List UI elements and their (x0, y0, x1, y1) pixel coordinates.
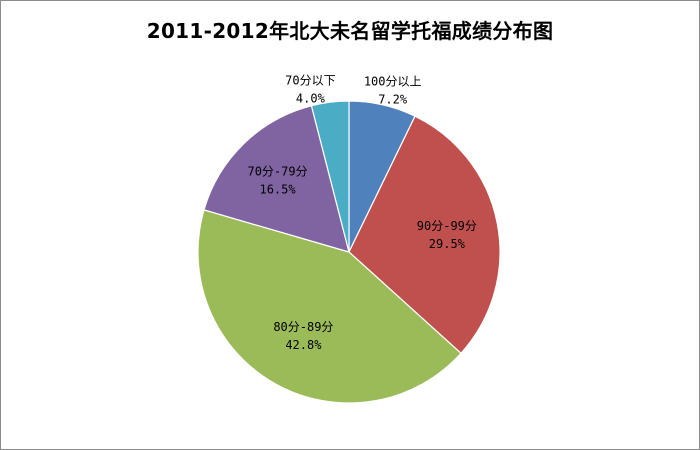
slice-label: 70分以下 4.0% (285, 73, 335, 105)
slice-value-label: 29.5% (429, 237, 466, 251)
pie-slice (348, 115, 501, 355)
slice-label: 100分以上 7.2% (364, 75, 422, 107)
slice-value-label: 4.0% (296, 91, 326, 105)
slice-label: 70分-79分 16.5% (247, 164, 307, 196)
slice-category-label: 90分-99分 (417, 219, 477, 233)
slice-category-label: 80分-89分 (273, 320, 333, 334)
slice-label: 90分-99分 29.5% (417, 219, 477, 251)
slice-category-label: 70分以下 (285, 73, 335, 87)
pie-slice (203, 105, 350, 253)
slice-category-label: 70分-79分 (247, 164, 307, 178)
slice-category-label: 100分以上 (364, 75, 422, 89)
slice-value-label: 7.2% (378, 93, 408, 107)
pie-labels: 100分以上 7.2% 90分-99分 29.5% 80分-89分 42.8% 70分-79… (247, 73, 476, 351)
slice-label: 80分-89分 42.8% (273, 320, 333, 352)
slice-value-label: 16.5% (259, 182, 296, 196)
pie-slice (197, 209, 462, 404)
pie-slices (197, 100, 501, 404)
pie-slice (310, 100, 350, 253)
chart-title: 2011-2012年北大未名留学托福成绩分布图 (146, 19, 554, 43)
slice-value-label: 42.8% (285, 338, 322, 352)
